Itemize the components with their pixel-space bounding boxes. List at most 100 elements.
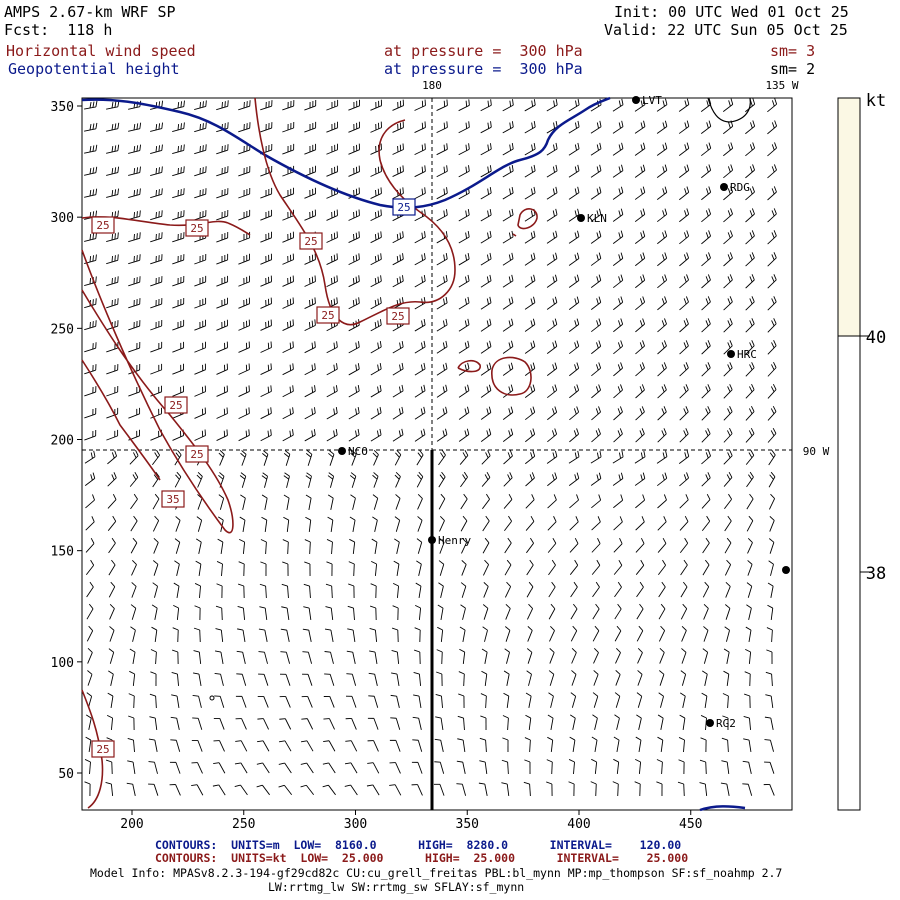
- wind-barb-feather: [148, 738, 155, 741]
- wind-barb-shaft: [286, 498, 290, 510]
- wind-barb-feather: [108, 670, 114, 675]
- wind-barb-feather: [729, 230, 733, 237]
- wind-barb-shaft: [353, 563, 355, 577]
- wind-barb-shaft: [572, 739, 576, 753]
- wind-barb-feather: [751, 318, 755, 324]
- wind-barb-feather: [489, 165, 492, 172]
- wind-barb-feather: [487, 144, 490, 151]
- wind-barb-shaft: [568, 170, 580, 178]
- wind-barb-feather: [155, 123, 158, 131]
- wind-barb-feather: [245, 408, 248, 415]
- wind-barb-shaft: [591, 345, 601, 355]
- wind-barb-feather: [642, 274, 646, 281]
- wind-barb-feather: [303, 606, 310, 609]
- wind-barb-shaft: [767, 279, 777, 289]
- wind-barb-feather: [727, 298, 731, 305]
- wind-barb-shaft: [221, 607, 223, 621]
- wind-barb-shaft: [590, 456, 602, 464]
- wind-barb-shaft: [614, 608, 622, 620]
- wind-barb-feather: [699, 782, 706, 785]
- wind-barb-shaft: [132, 630, 136, 642]
- wind-barb-shaft: [724, 542, 732, 554]
- wind-barb-shaft: [590, 170, 602, 178]
- wind-barb-feather: [571, 670, 577, 675]
- wind-barb-shaft: [679, 521, 689, 531]
- wind-barb-feather: [464, 342, 467, 349]
- wind-barb-shaft: [372, 784, 380, 796]
- wind-barb-shaft: [308, 498, 312, 510]
- wind-barb-feather: [598, 296, 602, 303]
- wind-barb-feather: [180, 101, 183, 108]
- wind-barb-feather: [617, 408, 621, 415]
- wind-barb-shaft: [657, 499, 667, 509]
- wind-barb-shaft: [414, 302, 426, 310]
- wind-barb-shaft: [771, 673, 773, 687]
- wind-barb-feather: [486, 298, 489, 305]
- wind-barb-feather: [111, 167, 114, 175]
- wind-barb-feather: [662, 232, 665, 239]
- wind-barb-feather: [509, 122, 512, 129]
- wind-barb-feather: [642, 340, 645, 347]
- wind-barb-feather: [508, 342, 511, 349]
- wind-barb-shaft: [438, 498, 446, 510]
- wind-barb-shaft: [634, 104, 646, 112]
- wind-barb-feather: [445, 428, 448, 435]
- wind-barb-shaft: [634, 456, 646, 464]
- wind-barb-feather: [390, 694, 397, 697]
- wind-barb-shaft: [351, 476, 357, 488]
- wind-barb-shaft: [679, 213, 689, 223]
- wind-barb-feather: [152, 582, 158, 587]
- wind-barb-shaft: [395, 520, 401, 532]
- wind-barb-feather: [640, 100, 643, 107]
- wind-barb-feather: [462, 537, 467, 543]
- wind-barb-feather: [619, 428, 623, 435]
- wind-barb-feather: [701, 670, 708, 675]
- wind-barb-feather: [327, 494, 334, 499]
- wind-barb-shaft: [484, 652, 488, 664]
- wind-barb-feather: [114, 255, 116, 262]
- wind-barb-feather: [526, 648, 533, 653]
- wind-barb-shaft: [309, 541, 311, 555]
- wind-barb-feather: [703, 603, 709, 609]
- wind-barb-shaft: [417, 740, 423, 752]
- wind-barb-feather: [568, 781, 575, 785]
- wind-barb-shaft: [767, 257, 777, 267]
- wind-barb-feather: [377, 210, 380, 217]
- wind-barb-feather: [486, 408, 489, 415]
- wind-barb-shaft: [109, 630, 115, 642]
- wind-barb-shaft: [480, 192, 492, 200]
- wind-barb-shaft: [216, 413, 228, 419]
- wind-barb-shaft: [242, 652, 246, 664]
- wind-barb-shaft: [504, 586, 512, 598]
- wind-barb-feather: [708, 98, 712, 105]
- wind-barb-feather: [509, 472, 513, 478]
- wind-barb-feather: [664, 472, 668, 479]
- wind-barb-shaft: [395, 762, 401, 774]
- wind-barb-shaft: [198, 651, 202, 665]
- wind-barb-feather: [460, 604, 466, 609]
- wind-barb-shaft: [745, 455, 755, 465]
- wind-barb-feather: [92, 101, 95, 108]
- wind-barb-feather: [489, 230, 492, 237]
- wind-barb-feather: [402, 187, 404, 194]
- wind-barb-feather: [705, 210, 709, 217]
- wind-barb-shaft: [661, 761, 663, 775]
- wind-barb-feather: [528, 603, 533, 609]
- wind-barb-feather: [576, 494, 579, 501]
- wind-barb-feather: [218, 474, 224, 480]
- wind-barb-shaft: [503, 477, 513, 487]
- wind-barb-feather: [111, 474, 115, 481]
- wind-barb-shaft: [458, 390, 470, 398]
- wind-barb-shaft: [416, 454, 424, 466]
- wind-barb-feather: [216, 583, 223, 587]
- wind-barb-shaft: [480, 258, 492, 266]
- wind-barb-feather: [314, 363, 316, 370]
- wind-barb-feather: [117, 144, 120, 151]
- wind-barb-shaft: [612, 104, 624, 112]
- wind-barb-shaft: [110, 717, 114, 731]
- wind-barb-shaft: [723, 279, 733, 289]
- wind-barb-shaft: [748, 762, 752, 774]
- wind-barb-feather: [662, 254, 665, 261]
- wind-barb-shaft: [680, 586, 688, 598]
- wind-barb-feather: [553, 494, 557, 501]
